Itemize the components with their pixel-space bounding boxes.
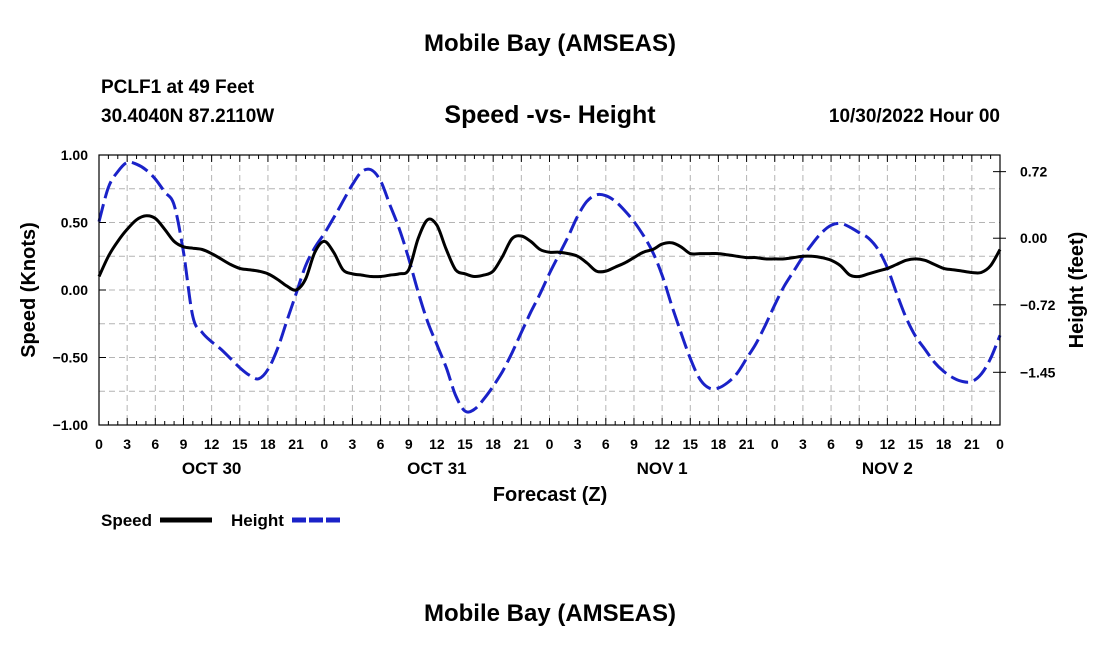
x-tick-label: 15	[908, 436, 924, 452]
x-axis-title: Forecast (Z)	[493, 484, 607, 506]
x-tick-label: 18	[485, 436, 501, 452]
x-tick-label: 18	[936, 436, 952, 452]
footer-title: Mobile Bay (AMSEAS)	[423, 600, 677, 627]
y2-tick-label: 0.72	[1020, 164, 1047, 180]
y2-axis-title: Height (feet)	[1066, 232, 1088, 349]
x-tick-label: 3	[574, 436, 582, 452]
legend-label-height: Height	[231, 511, 284, 530]
x-tick-label: 9	[180, 436, 188, 452]
series-line-speed	[97, 214, 1002, 292]
legend: Speed Height	[101, 511, 343, 530]
chart-subtitle: Speed -vs- Height	[444, 101, 656, 129]
x-tick-label: 12	[204, 436, 220, 452]
x-tick-label: 12	[654, 436, 670, 452]
y-tick-label: 1.00	[61, 147, 88, 163]
y-tick-label: −0.50	[53, 350, 89, 366]
x-tick-label: 0	[546, 436, 554, 452]
main-title: Mobile Bay (AMSEAS)	[423, 30, 677, 57]
station-label: PCLF1 at 49 Feet	[101, 77, 255, 98]
x-tick-label: 0	[771, 436, 779, 452]
forecast-datetime: 10/30/2022 Hour 00	[828, 106, 1000, 127]
x-tick-label: 0	[320, 436, 328, 452]
x-tick-label: 15	[232, 436, 248, 452]
date-label: OCT 30	[182, 459, 242, 478]
x-tick-label: 3	[349, 436, 357, 452]
x-tick-label: 3	[799, 436, 807, 452]
x-tick-label: 18	[260, 436, 276, 452]
x-tick-label: 6	[151, 436, 159, 452]
x-tick-label: 15	[682, 436, 698, 452]
legend-label-speed: Speed	[101, 511, 152, 530]
y-tick-label: −1.00	[53, 417, 89, 433]
x-tick-label: 6	[377, 436, 385, 452]
coordinates-label: 30.4040N 87.2110W	[101, 106, 275, 127]
x-tick-label: 6	[827, 436, 835, 452]
y-axis-title: Speed (Knots)	[18, 222, 40, 358]
x-tick-label: 0	[996, 436, 1004, 452]
x-tick-label: 21	[288, 436, 304, 452]
y-tick-label: 0.00	[61, 282, 88, 298]
series-lines	[97, 160, 1002, 414]
y2-tick-label: −0.72	[1020, 297, 1056, 313]
date-label: OCT 31	[407, 459, 467, 478]
x-tick-label: 18	[711, 436, 727, 452]
grid-lines	[99, 155, 1000, 425]
axes: 0 3 6 9 12 15 18 21 0 3 6 9 12 15 18 21 0 3 6 9 12 15 18 21 0 3 6 9…	[53, 147, 1056, 478]
y-tick-label: 0.50	[61, 215, 88, 231]
x-tick-label: 15	[457, 436, 473, 452]
x-tick-label: 0	[95, 436, 103, 452]
x-tick-label: 12	[429, 436, 445, 452]
date-label: NOV 1	[637, 459, 688, 478]
series-line-height	[97, 160, 1002, 414]
x-tick-label: 3	[123, 436, 131, 452]
y2-tick-label: 0.00	[1020, 230, 1047, 246]
x-tick-label: 9	[630, 436, 638, 452]
x-tick-label: 9	[855, 436, 863, 452]
x-tick-label: 21	[964, 436, 980, 452]
y2-tick-label: −1.45	[1020, 364, 1056, 380]
x-tick-label: 6	[602, 436, 610, 452]
x-tick-label: 9	[405, 436, 413, 452]
date-label: NOV 2	[862, 459, 913, 478]
x-tick-label: 21	[739, 436, 755, 452]
x-tick-label: 21	[514, 436, 530, 452]
x-tick-label: 12	[880, 436, 896, 452]
